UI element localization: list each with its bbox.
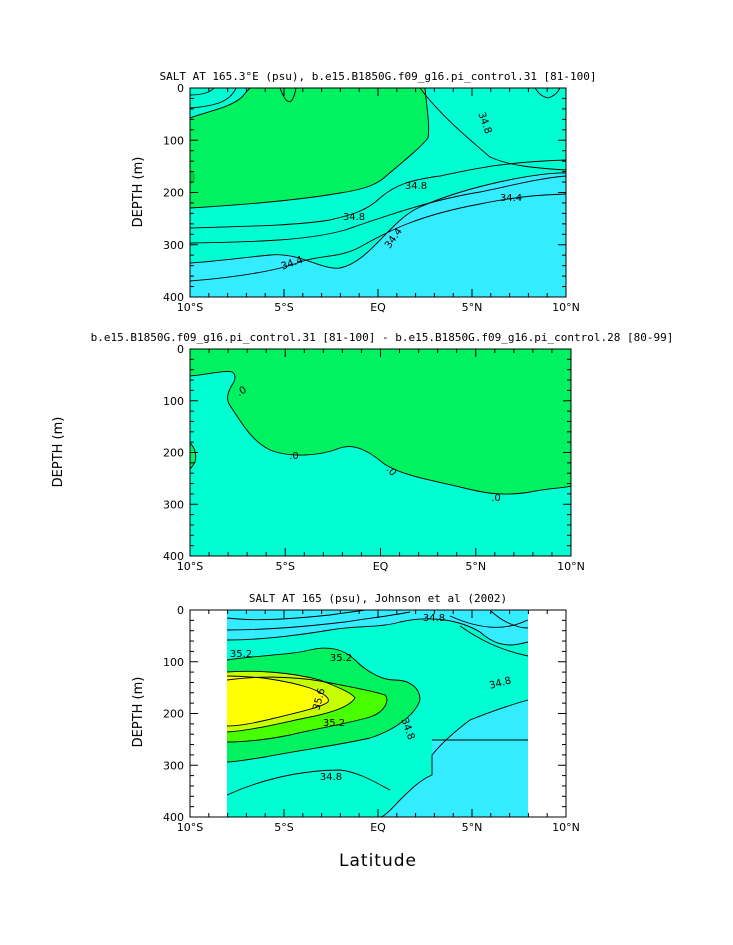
panel-b-x-tick-label: 5°S — [276, 560, 295, 573]
panel-a-axes: 10°S 5°S EQ 5°N 10°N 0 100 200 300 400 — [163, 82, 580, 314]
panel-a-x-tick-label: 10°N — [552, 301, 580, 314]
panel-a: SALT AT 165.3°E (psu), b.e15.B1850G.f09_… — [131, 70, 597, 314]
panel-b-axes: 10°S 5°S EQ 5°N 10°N 0 100 200 300 400 — [163, 343, 585, 573]
panel-b-y-tick-label: 300 — [163, 498, 184, 511]
panel-c-y-tick-label: 200 — [163, 708, 184, 721]
panel-b-contour-label: .0 — [235, 385, 249, 399]
panel-a-plot — [190, 88, 566, 297]
panel-b-ylabel: DEPTH (m) — [51, 417, 66, 488]
panel-c-y-tick-label: 100 — [163, 656, 184, 669]
panel-a-fill-high-edge — [190, 170, 196, 185]
panel-b-y-tick-label: 200 — [163, 447, 184, 460]
panel-c-x-tick-label: 10°S — [177, 821, 203, 834]
panel-b: b.e15.B1850G.f09_g16.pi_control.31 [81-1… — [51, 331, 673, 573]
panel-c-contour-label: 35.2 — [330, 653, 352, 664]
panel-a-x-tick-label: 5°S — [274, 301, 293, 314]
panel-c-y-tick-label: 0 — [177, 604, 184, 617]
panel-a-title: SALT AT 165.3°E (psu), b.e15.B1850G.f09_… — [159, 70, 596, 83]
panel-b-fill-pos — [190, 349, 571, 495]
panel-b-contour-label: .0 — [491, 493, 501, 504]
panel-b-x-tick-label: 5°N — [465, 560, 486, 573]
panel-c-contour-label: 34.8 — [423, 613, 445, 624]
panel-b-x-tick-label: 10°N — [557, 560, 585, 573]
panel-c-plot — [190, 610, 566, 817]
panel-c-fill-low-notch — [432, 740, 528, 817]
panel-a-y-tick-label: 100 — [163, 134, 184, 147]
panel-c-x-tick-label: 10°N — [552, 821, 580, 834]
panel-c-contour-label: 35.2 — [323, 718, 345, 729]
panel-a-y-tick-label: 200 — [163, 187, 184, 200]
panel-b-y-tick-label: 100 — [163, 395, 184, 408]
panel-b-contour-label: .0 — [289, 451, 299, 462]
panel-c-contour-label: 35.2 — [230, 649, 252, 660]
panel-a-y-tick-label: 0 — [177, 82, 184, 95]
panel-b-title: b.e15.B1850G.f09_g16.pi_control.31 [81-1… — [91, 331, 674, 344]
panel-b-x-tick-label: EQ — [373, 560, 389, 573]
panel-a-x-tick-label: EQ — [370, 301, 386, 314]
panel-c-contour-label: 34.8 — [320, 772, 342, 783]
panel-b-y-tick-label: 400 — [163, 550, 184, 563]
panel-c: SALT AT 165 (psu), Johnson et al (2002) — [131, 592, 580, 871]
panel-c-ylabel: DEPTH (m) — [131, 677, 146, 748]
panel-a-contour-label: 34.8 — [405, 181, 427, 192]
panel-c-axes: 10°S 5°S EQ 5°N 10°N 0 100 200 300 400 — [163, 604, 580, 834]
panel-b-x-tick-label: 10°S — [177, 560, 203, 573]
panel-c-fill-high — [227, 676, 329, 726]
panel-a-contour-label: 34.8 — [343, 212, 365, 223]
panel-b-y-tick-label: 0 — [177, 343, 184, 356]
x-axis-label: Latitude — [339, 851, 417, 871]
panel-a-fill-high — [190, 88, 429, 208]
panel-a-x-tick-label: 10°S — [177, 301, 203, 314]
panel-c-x-tick-label: 5°S — [274, 821, 293, 834]
panel-c-x-tick-label: 5°N — [462, 821, 483, 834]
panel-a-y-tick-label: 300 — [163, 239, 184, 252]
panel-a-ylabel: DEPTH (m) — [131, 157, 146, 228]
panel-a-y-tick-label: 400 — [163, 291, 184, 304]
panel-c-x-tick-label: EQ — [370, 821, 386, 834]
panel-c-y-tick-label: 300 — [163, 759, 184, 772]
panel-c-y-tick-label: 400 — [163, 811, 184, 824]
panel-a-x-tick-label: 5°N — [462, 301, 483, 314]
panel-c-title: SALT AT 165 (psu), Johnson et al (2002) — [249, 592, 507, 605]
panel-b-plot — [190, 349, 571, 556]
panel-a-contour-label: 34.4 — [500, 193, 522, 204]
